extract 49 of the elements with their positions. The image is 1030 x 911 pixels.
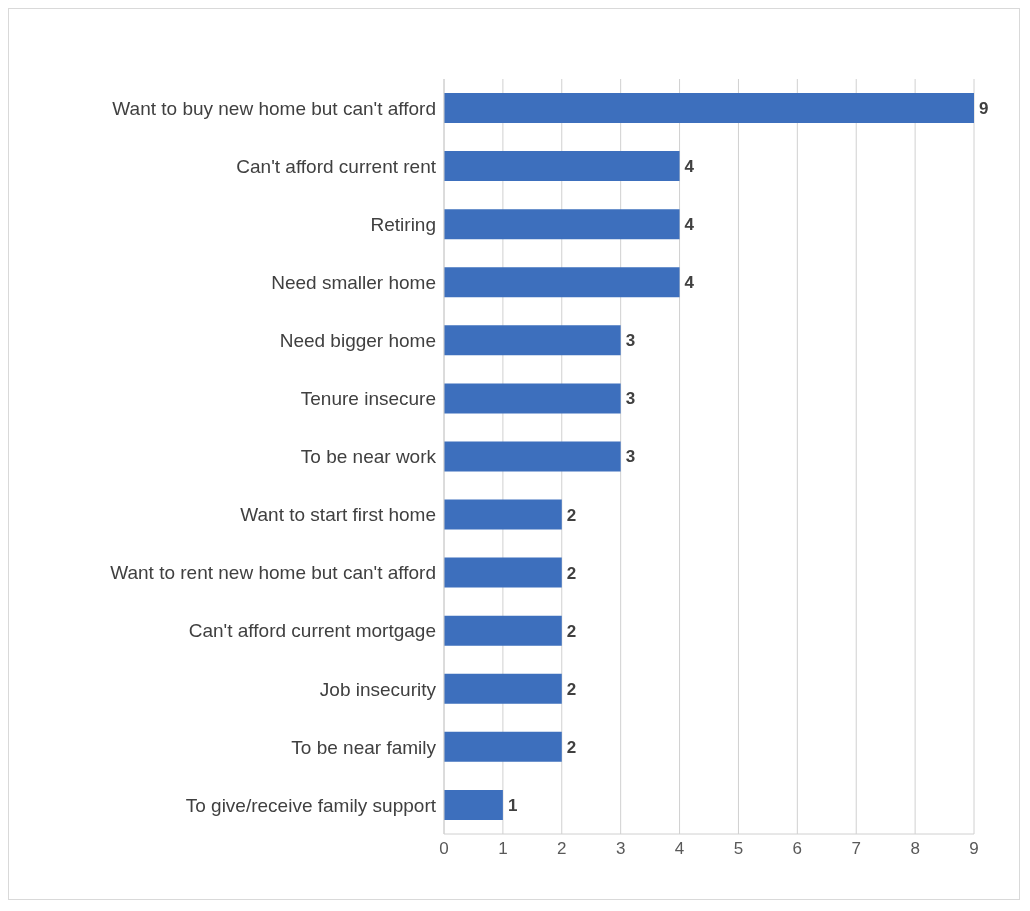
- bar: [444, 789, 503, 820]
- data-label: 2: [566, 679, 577, 699]
- y-tick-label: To give/receive family support: [185, 794, 437, 816]
- y-tick-label: Want to start first home: [240, 504, 436, 526]
- x-tick-label: 8: [910, 839, 920, 859]
- y-tick-label: Need bigger home: [279, 330, 436, 352]
- data-label: 3: [625, 389, 636, 409]
- y-tick-label: Tenure insecure: [300, 388, 436, 410]
- data-label: 2: [566, 737, 577, 757]
- bar: [444, 93, 974, 123]
- x-tick-label: 7: [851, 839, 861, 859]
- bar: [444, 731, 562, 762]
- x-tick-label: 6: [792, 839, 803, 859]
- bar: [444, 499, 562, 530]
- y-tick-label: To be near work: [300, 446, 437, 468]
- x-tick-label: 0: [439, 839, 449, 859]
- x-tick-label: 4: [674, 839, 685, 859]
- x-tick-label: 9: [969, 839, 979, 859]
- data-label: 3: [625, 331, 636, 351]
- data-label: 9: [979, 99, 989, 119]
- y-tick-label: Job insecurity: [319, 678, 437, 700]
- data-label: 4: [684, 215, 695, 235]
- y-tick-label: To be near family: [291, 736, 437, 758]
- y-tick-label: Want to rent new home but can't afford: [110, 562, 436, 584]
- data-label: 1: [507, 795, 518, 815]
- bar: [444, 673, 562, 704]
- y-tick-label: Retiring: [370, 213, 436, 235]
- y-tick-label: Can't afford current mortgage: [188, 620, 436, 642]
- y-tick-label: Can't afford current rent: [236, 155, 437, 177]
- x-tick-label: 3: [615, 839, 626, 859]
- bar: [444, 441, 621, 472]
- x-tick-label: 5: [733, 839, 744, 859]
- data-label: 2: [566, 621, 577, 641]
- bar: [444, 209, 680, 240]
- bar: [444, 325, 621, 356]
- data-label: 2: [566, 505, 577, 525]
- data-label: 3: [625, 447, 636, 467]
- bar: [444, 151, 680, 182]
- data-label: 2: [566, 563, 577, 583]
- data-label: 4: [684, 157, 695, 177]
- x-tick-label: 2: [557, 839, 567, 859]
- bar: [444, 383, 621, 414]
- data-label: 4: [684, 273, 695, 293]
- bar: [444, 267, 680, 298]
- x-tick-label: 1: [498, 839, 508, 859]
- bar: [444, 615, 562, 646]
- y-tick-label: Need smaller home: [271, 272, 436, 294]
- bar: [444, 557, 562, 588]
- y-tick-label: Want to buy new home but can't afford: [112, 97, 436, 119]
